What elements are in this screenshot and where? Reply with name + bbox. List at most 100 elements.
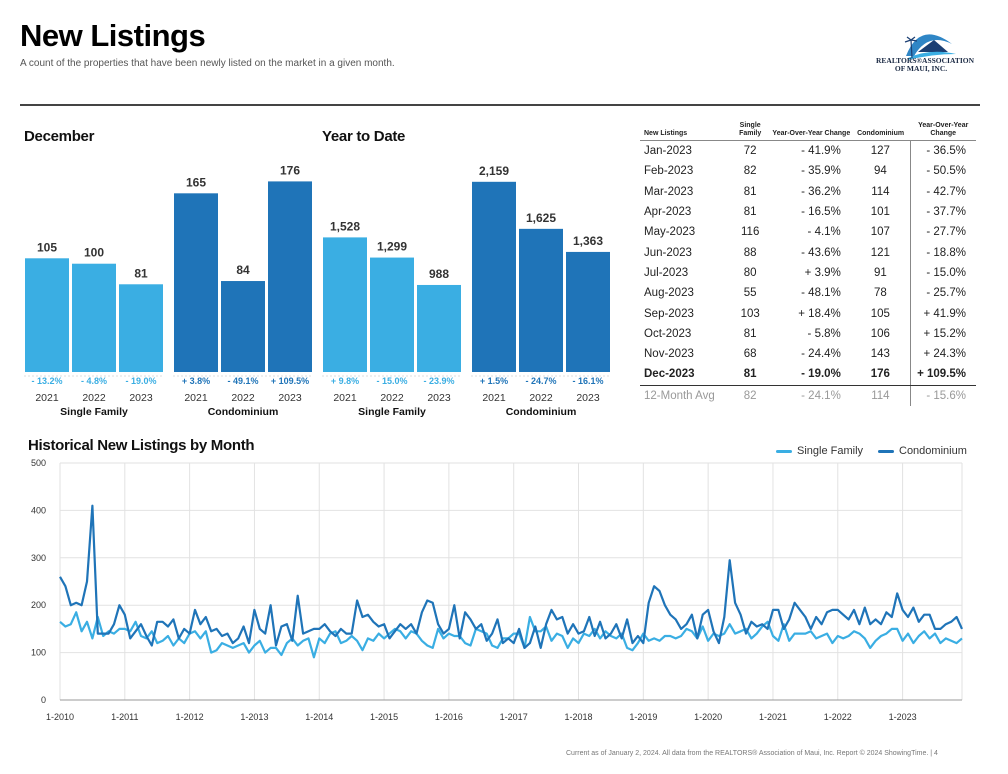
table-cell-sf-change: - 24.4% [801,348,841,361]
legend-condominium: Condominium [878,445,967,457]
historical-title: Historical New Listings by Month [28,437,255,454]
x-tick-label: 1-2010 [46,712,74,722]
table-cell-single-family: 80 [743,266,757,279]
ytd-change-label: + 1.5% [480,376,508,386]
header-divider [20,104,980,106]
ytd-year-label: 2022 [529,392,553,404]
table-cell-condominium: 107 [850,222,911,243]
y-tick-label: 500 [31,458,46,468]
table-row: Sep-2023 103 + 18.4% 105 + 41.9% [640,303,976,324]
col-header-condominium: Condominium [850,122,911,141]
table-cell-condo-change: - 37.7% [926,206,966,219]
table-cell-sf-change: + 3.9% [804,266,841,279]
december-value-label: 176 [280,163,300,177]
table-cell-month: Jan-2023 [644,145,692,158]
december-change-label: + 109.5% [271,376,309,386]
table-cell-single-family: 81 [743,185,757,198]
x-tick-label: 1-2016 [435,712,463,722]
december-bar-condominium-2022 [221,281,265,372]
table-cell-condominium: 114 [850,385,911,406]
ytd-value-label: 1,299 [377,240,407,254]
table-row: Nov-2023 68 - 24.4% 143 + 24.3% [640,343,976,365]
table-cell-condominium: 176 [850,364,911,386]
ytd-value-label: 988 [429,267,449,281]
table-cell-condo-change: - 18.8% [926,246,966,259]
x-tick-label: 1-2023 [889,712,917,722]
table-cell-condominium: 106 [850,323,911,344]
table-row: Apr-2023 81 - 16.5% 101 - 37.7% [640,201,976,223]
y-tick-label: 200 [31,600,46,610]
table-cell-sf-change: - 48.1% [801,287,841,300]
table-cell-condo-change: + 15.2% [923,327,966,340]
x-tick-label: 1-2015 [370,712,398,722]
page-title: New Listings [20,18,206,53]
table-cell-condo-change: - 36.5% [926,145,966,158]
table-cell-month: Mar-2023 [644,185,694,198]
table-cell-sf-change: - 41.9% [801,145,841,158]
table-header-row: New Listings Single Family Year-Over-Yea… [640,122,976,141]
table-row: Jan-2023 72 - 41.9% 127 - 36.5% [640,140,976,162]
ytd-year-label: 2021 [482,392,506,404]
table-cell-single-family: 81 [743,206,757,219]
table-row-12-month-avg: 12-Month Avg 82 - 24.1% 114 - 15.6% [640,385,976,406]
ytd-change-label: + 9.8% [331,376,359,386]
december-change-label: - 19.0% [125,376,156,386]
ytd-bar-condominium-2022 [519,228,563,372]
table-cell-sf-change: - 36.2% [801,185,841,198]
legend-swatch-single-family [776,449,792,453]
x-tick-label: 1-2013 [240,712,268,722]
ytd-bar-single-family-2021 [323,237,367,372]
table-cell-condominium: 114 [850,181,911,202]
table-row: Dec-2023 81- 19.0% 176 + 109.5% [640,364,976,386]
table-cell-condominium: 105 [850,303,911,324]
legend-swatch-condominium [878,449,894,453]
table-row: Jun-2023 88 - 43.6% 121 - 18.8% [640,242,976,263]
legend-label-condominium: Condominium [899,445,967,457]
december-bar-single-family-2022 [72,263,116,372]
table-row: May-2023 116 - 4.1% 107 - 27.7% [640,222,976,243]
col-header-sf-change: Year-Over-Year Change [771,122,851,141]
ytd-bar-single-family-2022 [370,257,414,372]
y-tick-label: 400 [31,505,46,515]
table-cell-single-family: 68 [743,348,757,361]
december-change-label: + 3.8% [182,376,210,386]
series-line-condominium [59,504,964,649]
y-tick-label: 100 [31,648,46,658]
table-cell-sf-change: - 5.8% [807,327,841,340]
december-value-label: 165 [186,175,206,189]
december-group-label-condominium: Condominium [208,406,279,418]
table-cell-single-family: 88 [743,246,757,259]
table-cell-month: Jul-2023 [644,266,689,279]
december-year-label: 2022 [82,392,106,404]
ytd-group-label-single-family: Single Family [358,406,426,418]
x-tick-label: 1-2012 [176,712,204,722]
table-cell-month: Feb-2023 [644,165,694,178]
table-cell-condo-change: - 15.0% [926,266,966,279]
table-cell-month: Sep-2023 [644,307,694,320]
table-cell-month: Jun-2023 [644,246,692,259]
monthly-listings-table: New Listings Single Family Year-Over-Yea… [640,122,976,406]
legend-single-family: Single Family [776,445,863,457]
december-year-label: 2022 [231,392,255,404]
series-line-single-family [59,611,963,659]
table-cell-sf-change: + 18.4% [798,307,841,320]
legend-label-single-family: Single Family [797,445,864,457]
table-cell-condominium: 121 [850,242,911,263]
table-cell-sf-change: - 4.1% [807,226,841,239]
logo-text-line1: REALTORS®ASSOCIATION [876,56,974,65]
table-cell-single-family: 82 [743,165,757,178]
table-cell-month: Nov-2023 [644,348,694,361]
table-row: Mar-2023 81 - 36.2% 114 - 42.7% [640,181,976,202]
december-year-label: 2021 [35,392,59,404]
table-cell-sf-change: - 24.1% [801,389,841,402]
table-cell-condominium: 127 [850,140,911,162]
y-tick-label: 300 [31,553,46,563]
table-cell-month: Oct-2023 [644,327,692,340]
table-cell-condominium: 143 [850,343,911,365]
x-tick-label: 1-2018 [564,712,592,722]
december-year-label: 2023 [129,392,153,404]
december-year-label: 2021 [184,392,208,404]
